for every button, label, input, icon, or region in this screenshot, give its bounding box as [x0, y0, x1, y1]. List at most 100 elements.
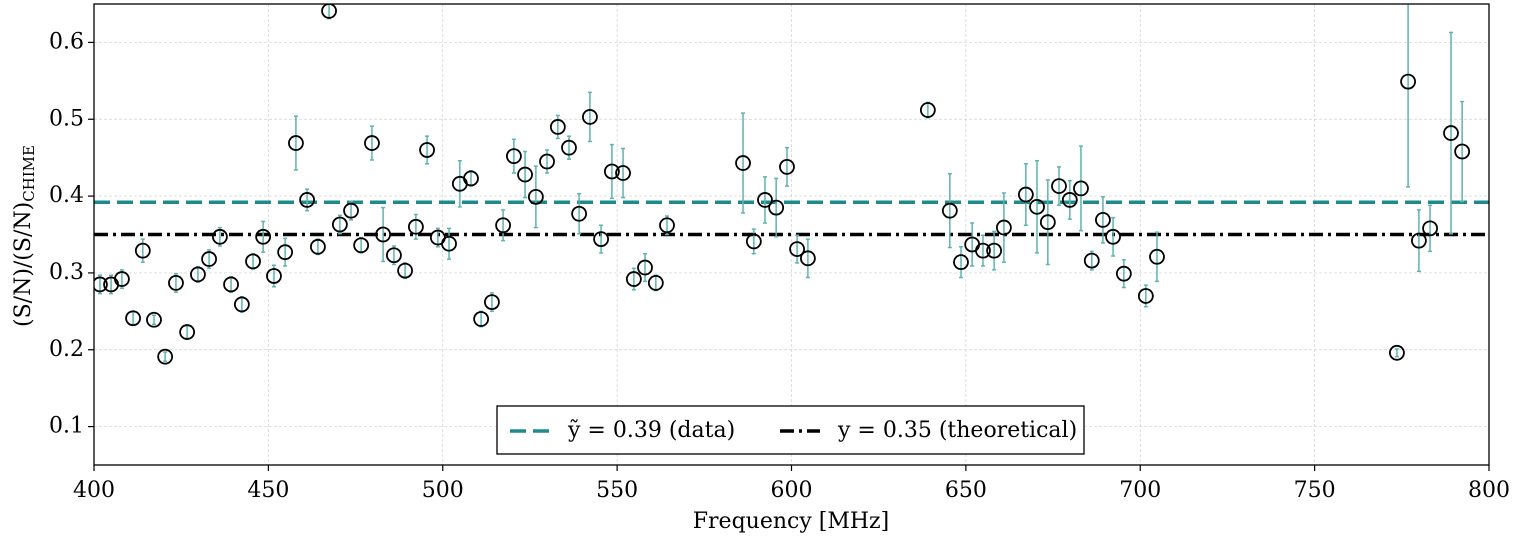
- y-axis-label-sub: CHIME: [20, 145, 38, 202]
- x-tick-label: 600: [771, 478, 813, 503]
- data-point: [789, 241, 805, 257]
- data-point: [1083, 252, 1100, 269]
- data-point: [288, 135, 304, 151]
- data-point: [331, 216, 348, 233]
- data-point: [625, 271, 642, 287]
- data-point: [1039, 214, 1056, 231]
- data-point: [975, 242, 991, 259]
- data-point: [1149, 248, 1165, 265]
- y-tick-label: 0.1: [49, 414, 84, 439]
- legend-label: ỹ = 0.39 (data): [567, 418, 735, 443]
- data-point: [1411, 232, 1427, 249]
- x-tick-label: 800: [1468, 478, 1510, 503]
- y-tick-label: 0.2: [49, 337, 84, 362]
- data-point: [1105, 228, 1121, 245]
- data-point: [637, 259, 653, 276]
- y-axis-label-main: (S/N)/(S/N): [11, 202, 36, 327]
- data-point: [190, 266, 206, 283]
- data-point: [517, 166, 533, 183]
- data-point: [1454, 143, 1471, 160]
- data-point: [799, 250, 816, 267]
- data-point: [309, 238, 326, 255]
- data-point: [1029, 198, 1045, 215]
- data-point: [941, 202, 958, 219]
- x-tick-label: 650: [945, 478, 987, 503]
- data-point: [561, 139, 577, 156]
- x-tick-label: 400: [73, 478, 115, 503]
- y-tick-label: 0.4: [49, 183, 84, 208]
- data-point: [757, 192, 773, 208]
- data-point: [277, 244, 294, 261]
- x-tick-label: 450: [247, 478, 289, 503]
- x-axis-label: Frequency [MHz]: [693, 509, 889, 534]
- y-tick-label: 0.6: [49, 29, 84, 54]
- data-point: [1017, 186, 1034, 203]
- y-axis-label: (S/N)/(S/N)CHIME: [11, 145, 38, 327]
- data-point: [495, 217, 511, 234]
- data-point: [134, 242, 151, 259]
- data-point: [353, 237, 370, 254]
- data-point: [463, 170, 479, 187]
- data-point: [321, 4, 337, 19]
- data-point: [1061, 192, 1078, 208]
- data-point: [201, 251, 217, 267]
- data-point: [168, 275, 184, 291]
- data-point: [245, 253, 261, 270]
- data-point: [299, 192, 315, 208]
- legend-label: y = 0.35 (theoretical): [837, 418, 1077, 443]
- data-point: [571, 205, 588, 222]
- data-point: [211, 228, 228, 245]
- data-point: [114, 271, 130, 287]
- data-point: [505, 148, 522, 165]
- data-point: [539, 153, 555, 170]
- data-point: [1389, 344, 1405, 361]
- data-point: [157, 348, 174, 365]
- data-point: [745, 233, 762, 250]
- data-points: [94, 4, 1471, 365]
- data-point: [647, 275, 664, 291]
- data-point: [1422, 220, 1438, 237]
- data-point: [549, 119, 566, 135]
- data-point: [1137, 288, 1154, 304]
- data-point: [94, 276, 108, 293]
- ticks: 400 450 500 550 600 650 700 750 800 0.1 0.2 0.3 0.4 0…: [49, 29, 1510, 503]
- data-point: [419, 142, 435, 158]
- data-point: [441, 235, 457, 252]
- data-point: [146, 311, 162, 328]
- data-point: [615, 165, 631, 181]
- reference-lines: [94, 200, 1489, 237]
- data-point: [375, 226, 392, 243]
- x-tick-label: 750: [1294, 478, 1336, 503]
- data-point: [255, 228, 272, 245]
- data-point: [527, 188, 544, 205]
- data-point: [386, 247, 402, 264]
- data-point: [179, 324, 196, 340]
- data-point: [582, 109, 598, 125]
- data-point: [343, 202, 359, 219]
- data-point: [266, 268, 282, 284]
- data-point: [735, 155, 751, 171]
- data-point: [593, 231, 609, 248]
- data-point: [1443, 125, 1459, 141]
- data-point: [125, 310, 141, 327]
- data-point: [768, 199, 785, 216]
- x-tick-label: 550: [596, 478, 638, 503]
- data-point: [603, 163, 620, 180]
- data-point: [1051, 178, 1067, 194]
- data-point: [473, 311, 490, 327]
- data-point: [223, 276, 239, 293]
- y-tick-label: 0.3: [49, 260, 84, 285]
- data-point: [1073, 180, 1089, 197]
- data-point: [659, 217, 675, 234]
- data-point: [1115, 265, 1132, 282]
- data-point: [233, 296, 250, 313]
- y-tick-label: 0.5: [49, 106, 84, 131]
- data-point: [1400, 73, 1416, 90]
- data-point: [953, 254, 969, 271]
- data-point: [919, 102, 936, 118]
- data-point: [364, 135, 380, 151]
- data-point: [986, 242, 1003, 259]
- legend: ỹ = 0.39 (data) y = 0.35 (theoretical): [496, 405, 1085, 455]
- data-point: [995, 219, 1012, 236]
